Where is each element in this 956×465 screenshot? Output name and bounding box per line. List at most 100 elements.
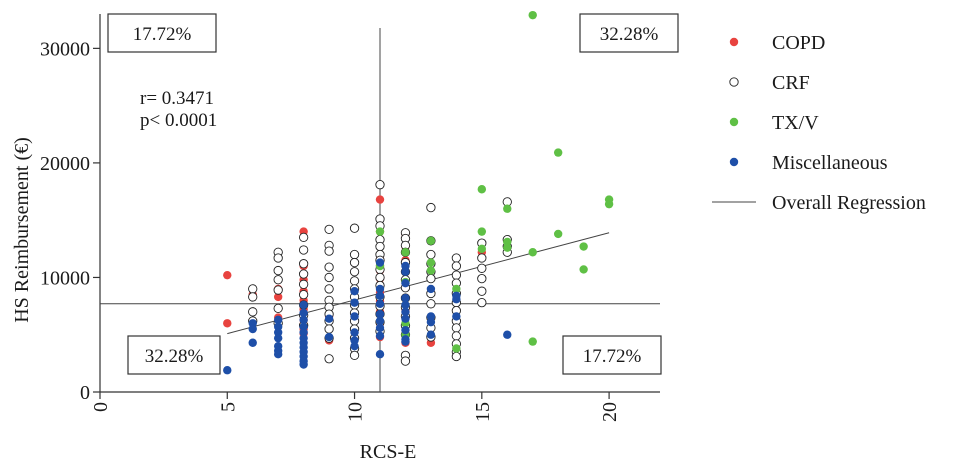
data-point — [273, 253, 283, 263]
data-point — [604, 199, 614, 209]
data-point — [375, 316, 385, 326]
y-ticks: 0 10000 20000 30000 — [40, 38, 100, 404]
data-point — [350, 287, 359, 296]
data-point — [223, 319, 232, 328]
data-point — [223, 366, 232, 375]
data-point — [299, 315, 308, 325]
data-point — [553, 229, 563, 239]
data-point — [299, 360, 308, 369]
data-point — [375, 350, 385, 359]
data-point — [426, 258, 436, 267]
data-point — [324, 284, 334, 294]
data-point — [477, 263, 487, 273]
y-tick-label: 20000 — [40, 153, 90, 175]
x-ticks: 0 5 10 15 20 — [90, 392, 621, 422]
x-tick-label: 20 — [599, 402, 621, 422]
data-point — [452, 312, 461, 321]
quadrant-label-top-right: 32.28% — [600, 24, 659, 45]
y-tick-label: 30000 — [40, 38, 90, 60]
data-point — [426, 273, 436, 284]
data-point — [349, 350, 360, 360]
data-point — [401, 293, 410, 303]
data-points — [223, 10, 614, 375]
data-point — [375, 331, 385, 341]
y-tick-label: 10000 — [40, 267, 90, 289]
data-point — [451, 270, 462, 280]
data-point — [401, 267, 410, 276]
overall-regression-line — [227, 232, 610, 335]
data-point — [324, 354, 334, 364]
x-tick-label: 15 — [472, 402, 494, 422]
data-point — [401, 300, 410, 310]
data-point — [451, 351, 462, 362]
data-point — [528, 10, 537, 20]
data-point — [375, 299, 385, 308]
data-point — [298, 259, 309, 269]
data-point — [375, 323, 385, 333]
data-point — [298, 289, 309, 300]
data-point — [451, 261, 462, 271]
data-point — [273, 285, 283, 295]
data-point — [477, 298, 487, 308]
legend-marker — [729, 77, 739, 87]
data-point — [273, 315, 283, 325]
y-axis-title: HS Reimbursement (€) — [11, 137, 33, 323]
legend-label: CRF — [772, 72, 810, 94]
x-tick-label: 10 — [345, 402, 367, 422]
data-point — [401, 307, 410, 317]
data-point — [401, 314, 410, 323]
series-miscellaneous — [223, 258, 512, 375]
data-point — [477, 286, 487, 296]
data-point — [350, 328, 359, 337]
data-point — [477, 185, 487, 194]
data-point — [503, 330, 512, 339]
data-point — [324, 272, 334, 283]
data-point — [426, 202, 436, 213]
legend-marker — [729, 157, 739, 167]
data-point — [324, 246, 334, 256]
legend-marker — [729, 37, 739, 47]
data-point — [324, 314, 334, 323]
data-point — [273, 292, 283, 302]
data-point — [349, 267, 360, 277]
data-point — [324, 262, 334, 272]
data-point — [426, 330, 436, 339]
data-point — [401, 248, 410, 257]
legend-label: Miscellaneous — [772, 152, 888, 174]
data-point — [375, 309, 385, 319]
data-point — [298, 232, 309, 243]
legend-marker — [729, 117, 739, 127]
data-point — [298, 245, 309, 255]
legend-label: TX/V — [772, 112, 819, 134]
quadrant-label-top-left: 17.72% — [133, 24, 192, 45]
data-point — [426, 236, 436, 245]
data-point — [375, 180, 385, 190]
data-point — [273, 350, 283, 359]
data-point — [451, 253, 462, 263]
data-point — [553, 148, 563, 157]
data-point — [350, 298, 359, 307]
data-point — [528, 248, 537, 257]
quadrant-bottom-left: 32.28% — [127, 335, 221, 375]
data-point — [324, 332, 334, 342]
data-point — [349, 276, 360, 286]
legend-label: Overall Regression — [772, 192, 926, 214]
data-point — [299, 300, 308, 310]
data-point — [451, 331, 462, 341]
data-point — [528, 337, 537, 346]
data-point — [401, 325, 410, 335]
data-point — [350, 341, 359, 351]
series-tx-v — [375, 10, 614, 353]
data-point — [503, 243, 512, 252]
data-point — [426, 284, 436, 294]
data-point — [401, 337, 410, 346]
data-point — [248, 284, 258, 294]
legend-label: COPD — [772, 32, 825, 54]
data-point — [273, 303, 283, 314]
data-point — [375, 291, 385, 300]
data-point — [273, 333, 283, 343]
legend: COPD CRF TX/V Miscellaneous Overall Regressi… — [712, 32, 926, 214]
data-point — [477, 244, 487, 254]
data-point — [324, 324, 334, 334]
